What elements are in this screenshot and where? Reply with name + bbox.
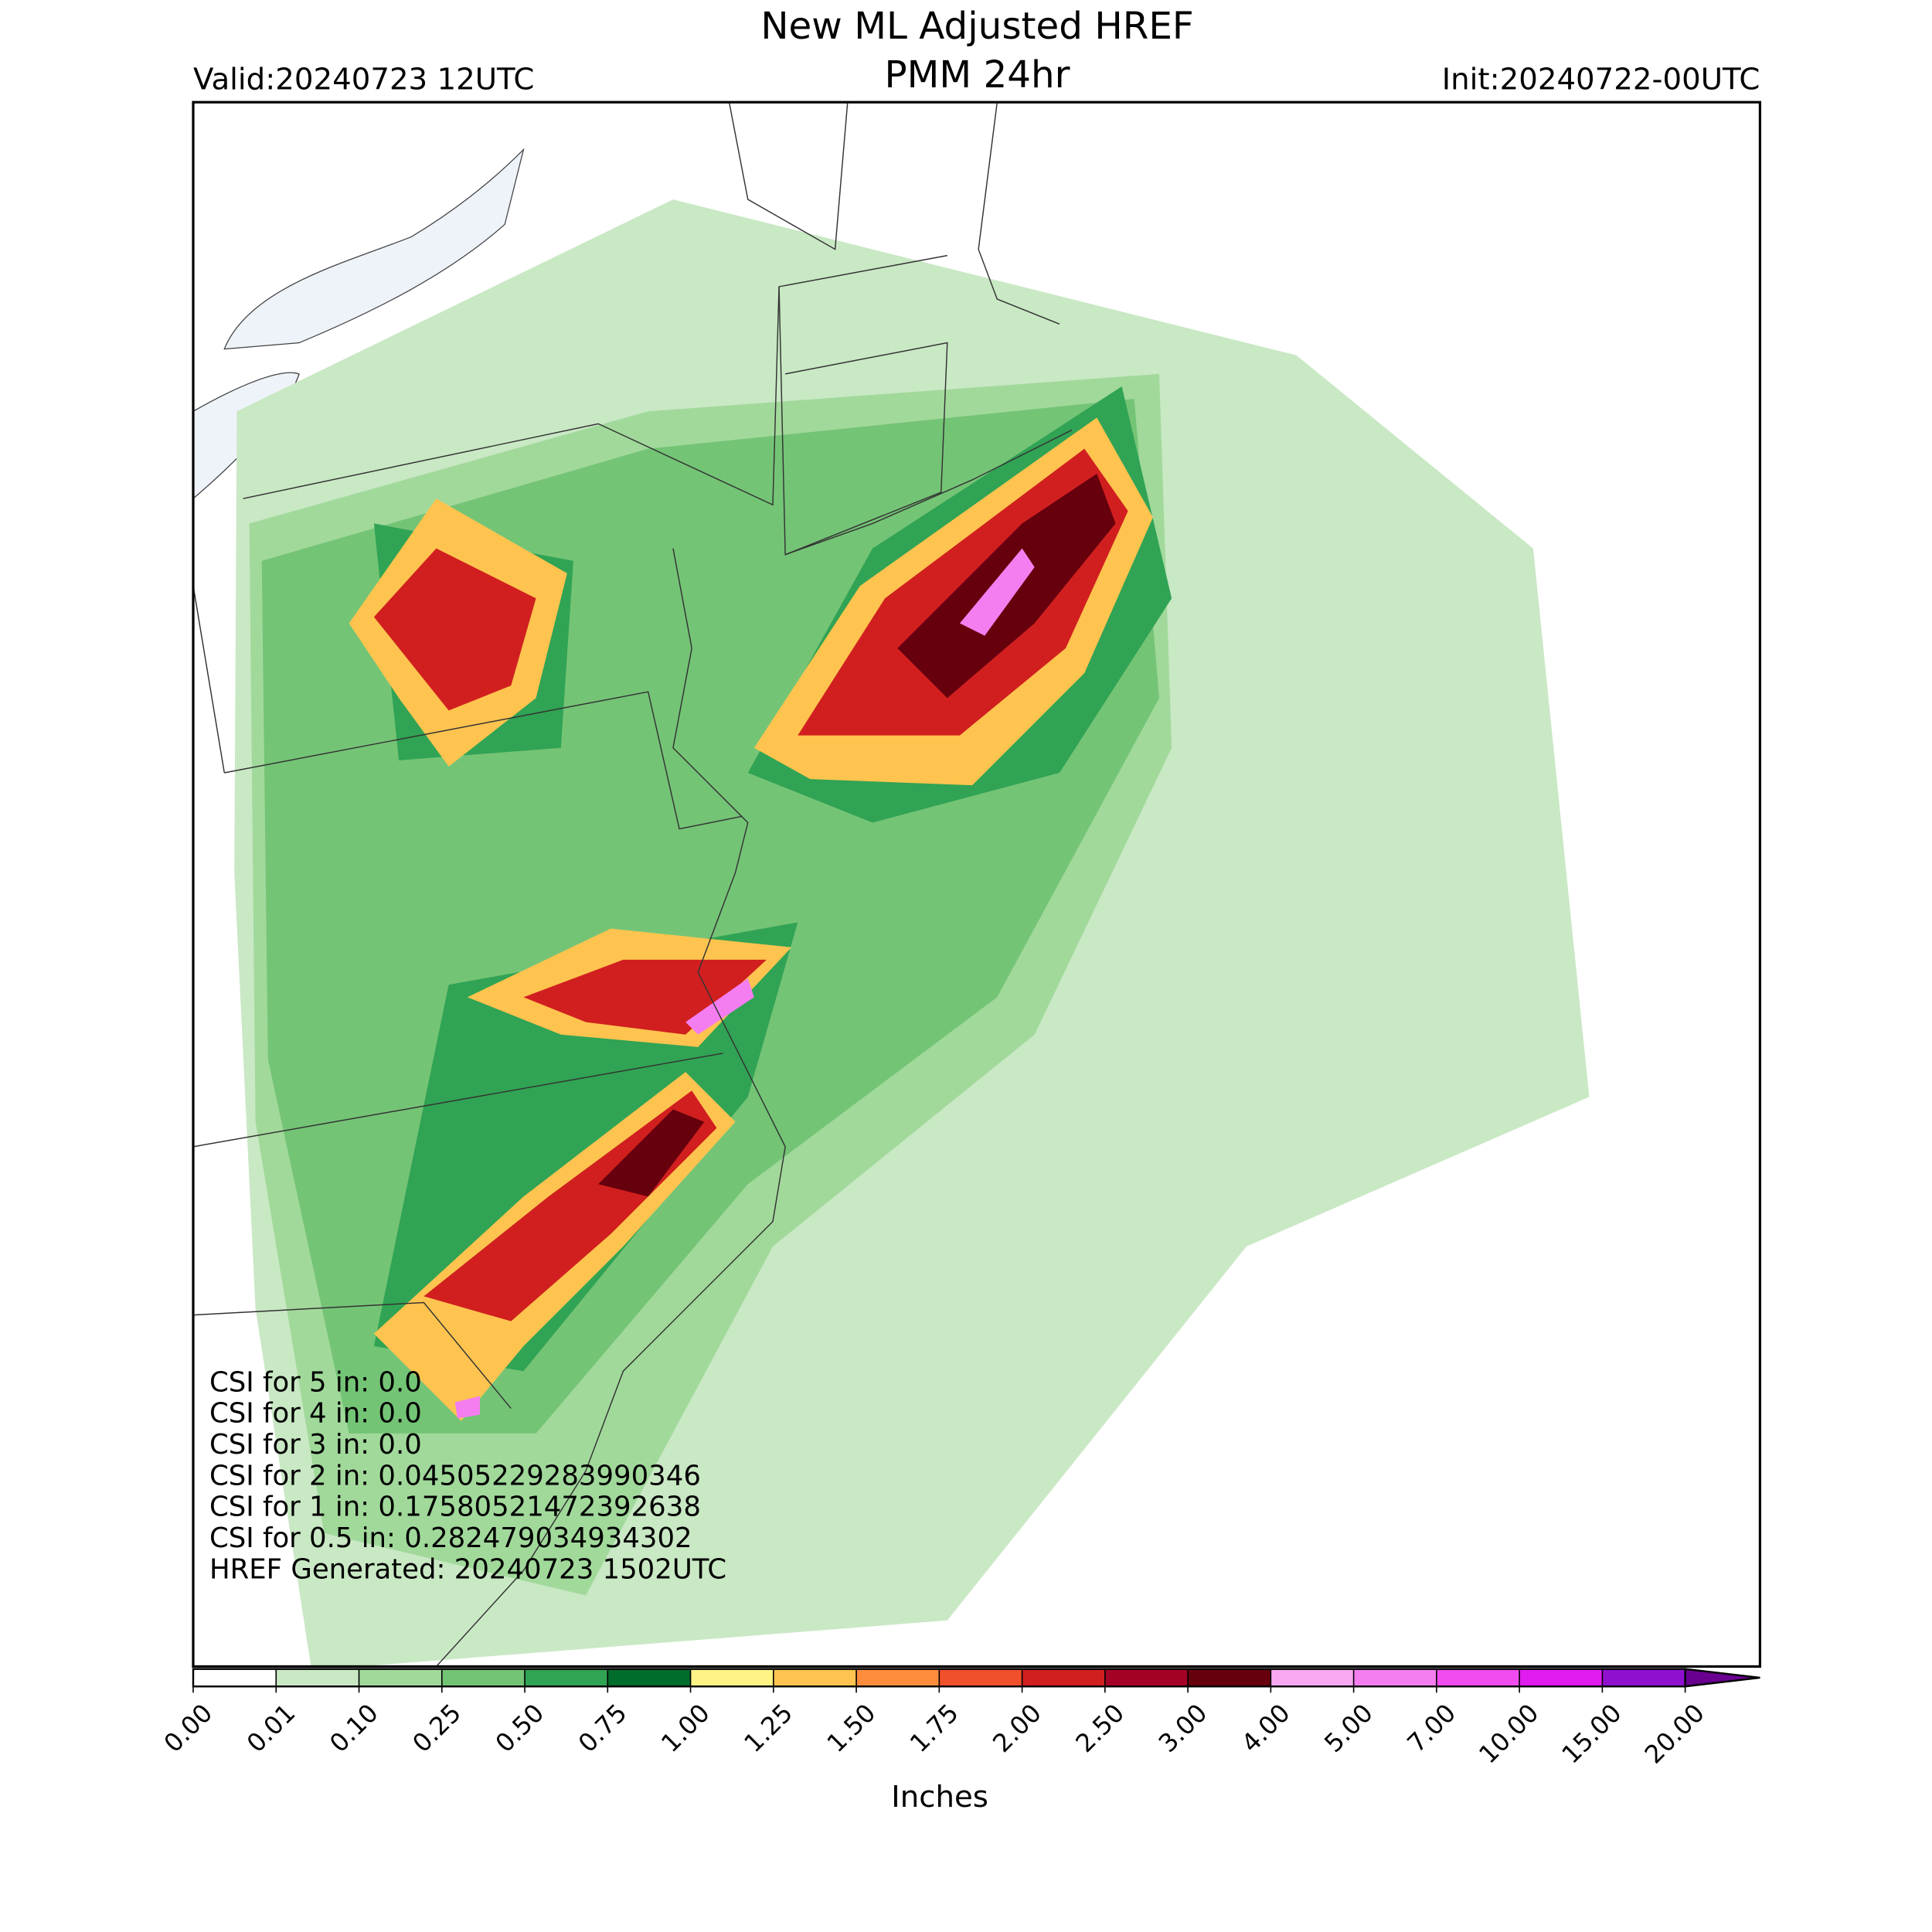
colorbar-tick-label: 0.00	[158, 1698, 219, 1758]
precip-core	[598, 473, 1116, 1197]
colorbar-segment	[276, 1668, 359, 1687]
colorbar-label: Inches	[891, 1780, 988, 1815]
boundaries	[192, 102, 1073, 1667]
colorbar-tick-label: 0.50	[490, 1698, 550, 1758]
colorbar-tick-label: 20.00	[1639, 1698, 1710, 1769]
colorbar-tick-label: 7.00	[1402, 1698, 1462, 1758]
colorbar-tick-label: 3.00	[1153, 1698, 1213, 1758]
colorbar-tick-label: 0.75	[573, 1698, 633, 1758]
init-time: Init:20240722-00UTC	[1442, 62, 1760, 97]
colorbar-segment	[607, 1668, 691, 1687]
colorbar-tick-label: 0.10	[324, 1698, 384, 1758]
colorbar-tick-label: 2.50	[1070, 1698, 1130, 1758]
colorbar-segment	[1353, 1668, 1437, 1687]
map-frame	[192, 100, 1762, 1668]
colorbar-tick-label: 10.00	[1473, 1698, 1544, 1769]
colorbar: 0.00 0.01 0.10 0.25 0.50 0.75 1.00 1.25 1.50 1.75…	[158, 1668, 1760, 1770]
colorbar-tick-label: 4.00	[1236, 1698, 1296, 1758]
csi-text: CSI for 4 in: 0.0	[209, 1398, 422, 1430]
colorbar-segment	[1602, 1668, 1685, 1687]
colorbar-tick-label: 0.25	[406, 1698, 467, 1758]
colorbar-segment	[1188, 1668, 1271, 1687]
colorbar-segment	[1022, 1668, 1105, 1687]
subtitle: PMM 24hr	[884, 53, 1070, 97]
csi-text: HREF Generated: 20240723 1502UTC	[209, 1553, 726, 1585]
colorbar-tick-label: 1.25	[738, 1698, 798, 1758]
csi-text: CSI for 5 in: 0.0	[209, 1366, 422, 1398]
colorbar-tick-label: 1.50	[821, 1698, 882, 1758]
csi-text: CSI for 3 in: 0.0	[209, 1429, 422, 1461]
colorbar-segment	[1270, 1668, 1354, 1687]
colorbar-tick-label: 5.00	[1318, 1698, 1379, 1758]
lake	[223, 148, 525, 350]
colorbar-segment	[193, 1668, 277, 1687]
csi-text: CSI for 2 in: 0.04505229283990346	[209, 1460, 701, 1492]
colorbar-segment	[1104, 1668, 1189, 1687]
precip-peak	[454, 548, 1035, 1419]
colorbar-segment	[939, 1668, 1022, 1687]
colorbar-tick-label: 15.00	[1556, 1698, 1628, 1769]
title: New ML Adjusted HREF	[760, 5, 1193, 48]
colorbar-segment	[359, 1668, 442, 1687]
colorbar-segment	[773, 1668, 857, 1687]
colorbar-segment	[856, 1668, 940, 1687]
colorbar-tick-label: 1.75	[904, 1698, 964, 1758]
csi-text: CSI for 1 in: 0.17580521472392638	[209, 1492, 701, 1523]
colorbar-segment	[690, 1668, 774, 1687]
colorbar-segment	[441, 1668, 526, 1687]
colorbar-extend	[1684, 1668, 1760, 1688]
colorbar-tick-label: 1.00	[655, 1698, 716, 1758]
colorbar-segment	[1436, 1668, 1520, 1687]
colorbar-segment	[1519, 1668, 1603, 1687]
csi-text: CSI for 0.5 in: 0.282479034934302	[209, 1522, 692, 1554]
colorbar-segment	[525, 1668, 608, 1687]
colorbar-tick-label: 2.00	[987, 1698, 1047, 1758]
map	[192, 102, 1590, 1667]
colorbar-tick-label: 0.01	[241, 1698, 301, 1758]
valid-time: Valid:20240723 12UTC	[193, 62, 534, 97]
